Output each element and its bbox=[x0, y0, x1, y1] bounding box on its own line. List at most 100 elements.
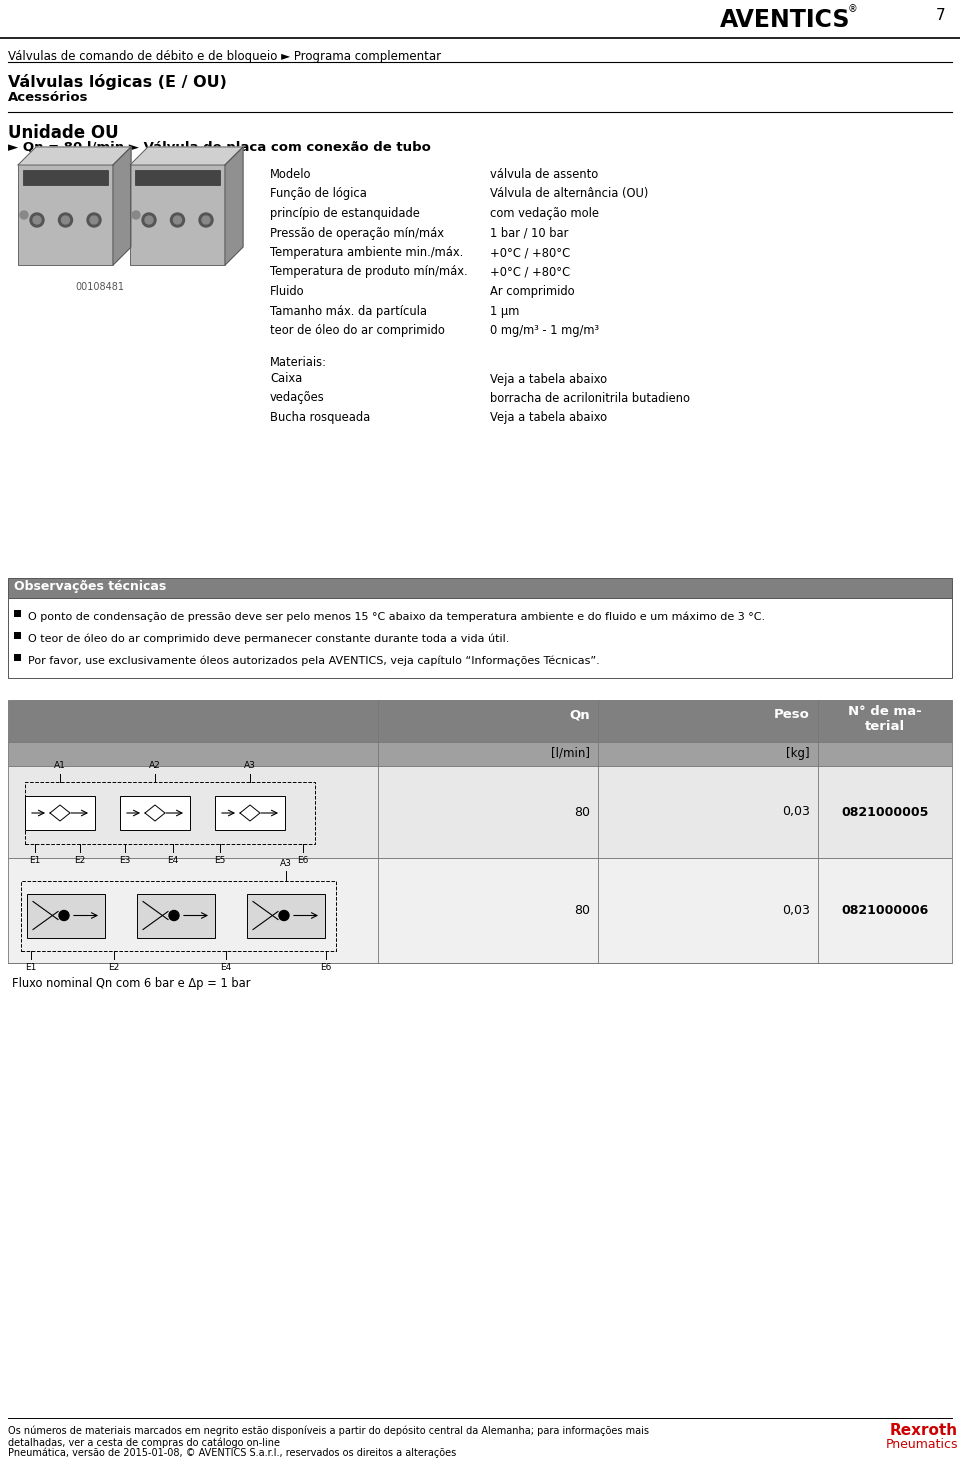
Text: Válvula de alternância (OU): Válvula de alternância (OU) bbox=[490, 187, 648, 200]
Text: 80: 80 bbox=[574, 904, 590, 918]
Circle shape bbox=[30, 214, 44, 227]
Bar bbox=[215, 795, 285, 829]
Bar bbox=[14, 654, 21, 661]
Text: Qn: Qn bbox=[569, 709, 590, 720]
Text: Por favor, use exclusivamente óleos autorizados pela AVENTICS, veja capítulo “In: Por favor, use exclusivamente óleos auto… bbox=[28, 655, 600, 666]
Text: com vedação mole: com vedação mole bbox=[490, 208, 599, 219]
Text: +0°C / +80°C: +0°C / +80°C bbox=[490, 265, 570, 278]
Text: Caixa: Caixa bbox=[270, 373, 302, 386]
Text: E5: E5 bbox=[214, 856, 226, 865]
Text: E6: E6 bbox=[298, 856, 309, 865]
Circle shape bbox=[132, 211, 140, 219]
Text: 80: 80 bbox=[574, 806, 590, 819]
Text: ► Qn = 80 l/min ► Válvula de placa com conexão de tubo: ► Qn = 80 l/min ► Válvula de placa com c… bbox=[8, 141, 431, 155]
Circle shape bbox=[279, 910, 289, 921]
Text: Veja a tabela abaixo: Veja a tabela abaixo bbox=[490, 373, 607, 386]
Text: 0821000005: 0821000005 bbox=[841, 806, 928, 819]
Circle shape bbox=[142, 214, 156, 227]
Text: E6: E6 bbox=[321, 962, 332, 972]
Circle shape bbox=[20, 211, 28, 219]
Text: Válvulas de comando de débito e de bloqueio ► Programa complementar: Válvulas de comando de débito e de bloqu… bbox=[8, 50, 442, 63]
Text: Função de lógica: Função de lógica bbox=[270, 187, 367, 200]
Text: A3: A3 bbox=[280, 860, 292, 869]
Text: 0,03: 0,03 bbox=[782, 806, 810, 819]
Text: Os números de materiais marcados em negrito estão disponíveis a partir do depósi: Os números de materiais marcados em negr… bbox=[8, 1426, 649, 1436]
Bar bbox=[8, 598, 952, 678]
Text: A1: A1 bbox=[54, 762, 66, 770]
Bar bbox=[14, 610, 21, 617]
Polygon shape bbox=[50, 806, 70, 820]
Bar bbox=[120, 795, 190, 829]
Text: E4: E4 bbox=[167, 856, 179, 865]
Bar bbox=[8, 577, 952, 598]
Circle shape bbox=[145, 217, 153, 224]
Text: Fluxo nominal Qn com 6 bar e Δp = 1 bar: Fluxo nominal Qn com 6 bar e Δp = 1 bar bbox=[12, 977, 251, 990]
Text: E1: E1 bbox=[30, 856, 40, 865]
Circle shape bbox=[59, 910, 69, 921]
Text: 0821000006: 0821000006 bbox=[841, 904, 928, 918]
Text: O ponto de condensação de pressão deve ser pelo menos 15 °C abaixo da temperatur: O ponto de condensação de pressão deve s… bbox=[28, 611, 765, 623]
Circle shape bbox=[87, 214, 101, 227]
Circle shape bbox=[90, 217, 98, 224]
Bar bbox=[130, 165, 225, 265]
Text: Válvulas lógicas (E / OU): Válvulas lógicas (E / OU) bbox=[8, 74, 227, 90]
Text: borracha de acrilonitrila butadieno: borracha de acrilonitrila butadieno bbox=[490, 392, 690, 405]
Text: Pressão de operação mín/máx: Pressão de operação mín/máx bbox=[270, 227, 444, 240]
Circle shape bbox=[169, 910, 179, 921]
Text: Temperatura de produto mín/máx.: Temperatura de produto mín/máx. bbox=[270, 265, 468, 278]
Text: Tamanho máx. da partícula: Tamanho máx. da partícula bbox=[270, 305, 427, 318]
Bar bbox=[25, 782, 315, 844]
Text: AVENTICS: AVENTICS bbox=[720, 7, 851, 32]
Text: E4: E4 bbox=[221, 962, 231, 972]
Text: Bucha rosqueada: Bucha rosqueada bbox=[270, 411, 371, 424]
Text: Observações técnicas: Observações técnicas bbox=[14, 580, 166, 594]
Text: vedações: vedações bbox=[270, 392, 324, 405]
Text: Acessórios: Acessórios bbox=[8, 91, 88, 105]
Circle shape bbox=[61, 217, 69, 224]
Text: princípio de estanquidade: princípio de estanquidade bbox=[270, 208, 420, 219]
Polygon shape bbox=[225, 147, 243, 265]
Text: N° de ma-
terial: N° de ma- terial bbox=[848, 706, 922, 734]
Text: [kg]: [kg] bbox=[786, 747, 810, 760]
Bar bbox=[8, 742, 952, 766]
Text: Fluido: Fluido bbox=[270, 284, 304, 298]
Text: Rexroth: Rexroth bbox=[890, 1423, 958, 1438]
Text: O teor de óleo do ar comprimido deve permanecer constante durante toda a vida út: O teor de óleo do ar comprimido deve per… bbox=[28, 633, 510, 645]
Text: Unidade OU: Unidade OU bbox=[8, 124, 119, 141]
Bar bbox=[14, 632, 21, 639]
Polygon shape bbox=[18, 147, 131, 165]
Text: Materiais:: Materiais: bbox=[270, 355, 327, 368]
Bar bbox=[18, 165, 113, 265]
Polygon shape bbox=[240, 806, 260, 820]
Bar bbox=[21, 881, 336, 950]
Polygon shape bbox=[145, 806, 165, 820]
Text: Pneumatics: Pneumatics bbox=[885, 1438, 958, 1451]
Text: Pneumática, versão de 2015-01-08, © AVENTICS S.a.r.l., reservados os direitos a : Pneumática, versão de 2015-01-08, © AVEN… bbox=[8, 1448, 456, 1458]
Text: Temperatura ambiente min./máx.: Temperatura ambiente min./máx. bbox=[270, 246, 464, 259]
Bar bbox=[27, 894, 105, 937]
Text: Ar comprimido: Ar comprimido bbox=[490, 284, 575, 298]
Bar bbox=[135, 169, 220, 186]
Text: +0°C / +80°C: +0°C / +80°C bbox=[490, 246, 570, 259]
Text: [l/min]: [l/min] bbox=[551, 747, 590, 760]
Text: teor de óleo do ar comprimido: teor de óleo do ar comprimido bbox=[270, 324, 444, 337]
Text: Modelo: Modelo bbox=[270, 168, 311, 181]
Text: Peso: Peso bbox=[774, 709, 810, 720]
Text: E2: E2 bbox=[74, 856, 85, 865]
Text: A2: A2 bbox=[149, 762, 161, 770]
Circle shape bbox=[199, 214, 213, 227]
Bar bbox=[25, 795, 95, 829]
Text: válvula de assento: válvula de assento bbox=[490, 168, 598, 181]
Circle shape bbox=[33, 217, 41, 224]
Text: 00108481: 00108481 bbox=[76, 281, 125, 292]
Text: 7: 7 bbox=[935, 7, 945, 24]
Text: A3: A3 bbox=[244, 762, 256, 770]
Circle shape bbox=[174, 217, 181, 224]
Bar bbox=[247, 894, 325, 937]
Text: 0,03: 0,03 bbox=[782, 904, 810, 918]
Bar bbox=[137, 894, 215, 937]
Bar bbox=[8, 857, 952, 963]
Circle shape bbox=[171, 214, 184, 227]
Text: 1 µm: 1 µm bbox=[490, 305, 519, 318]
Circle shape bbox=[202, 217, 210, 224]
